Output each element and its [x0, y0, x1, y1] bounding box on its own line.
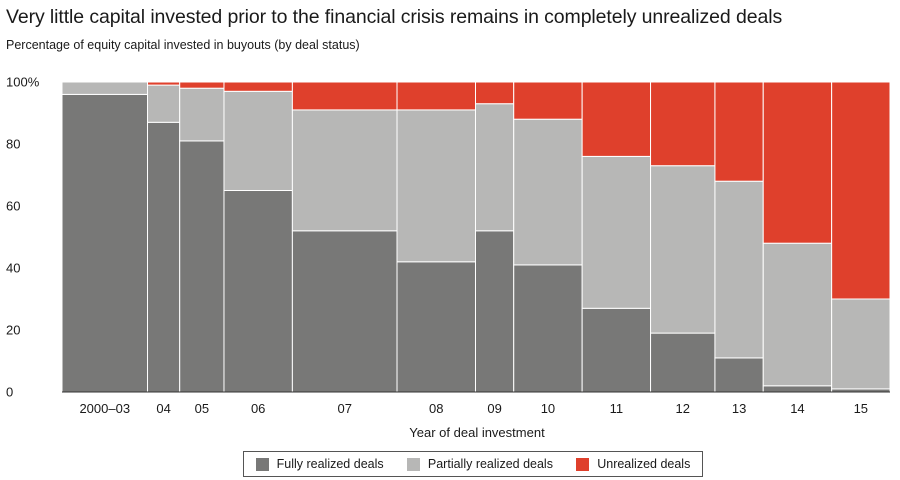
- y-tick-label: 60: [6, 199, 20, 214]
- bar-segments: [61, 81, 891, 393]
- bar-segment-06-partially-realized-deals: [223, 90, 293, 191]
- x-tick-label: 09: [487, 401, 501, 416]
- bar-segment-2000–03-fully-realized-deals: [61, 93, 149, 393]
- chart-subtitle: Percentage of equity capital invested in…: [6, 38, 360, 52]
- y-tick-label: 100%: [6, 75, 40, 90]
- bar-segment-11-unrealized-deals: [581, 81, 652, 157]
- x-tick-label: 13: [732, 401, 746, 416]
- legend-item-unrealized: Unrealized deals: [576, 457, 690, 471]
- marimekko-chart: 0 20 40 60 80 100% 2000–03 04 05 06 07 08 09 10 11 12 1…: [6, 75, 891, 440]
- x-tick-label: 05: [195, 401, 209, 416]
- bar-segment-12-partially-realized-deals: [650, 165, 716, 334]
- bar-segment-10-fully-realized-deals: [513, 264, 583, 393]
- x-tick-label: 04: [156, 401, 170, 416]
- bar-segment-05-unrealized-deals: [179, 81, 225, 89]
- legend-label-fully-realized: Fully realized deals: [276, 457, 384, 471]
- bar-segment-06-unrealized-deals: [223, 81, 293, 92]
- legend-label-partially-realized: Partially realized deals: [427, 457, 553, 471]
- bar-segment-13-unrealized-deals: [714, 81, 764, 182]
- bar-segment-13-partially-realized-deals: [714, 180, 764, 359]
- bar-segment-14-fully-realized-deals: [762, 385, 833, 393]
- x-axis-ticks: 2000–03 04 05 06 07 08 09 10 11 12 13 14 15: [79, 401, 868, 416]
- y-tick-label: 40: [6, 261, 20, 276]
- x-tick-label: 06: [251, 401, 265, 416]
- x-tick-label: 14: [790, 401, 804, 416]
- legend-item-partially-realized: Partially realized deals: [406, 457, 553, 471]
- legend-swatch-fully-realized: [255, 457, 269, 471]
- bar-segment-15-partially-realized-deals: [831, 298, 891, 390]
- legend-label-unrealized: Unrealized deals: [597, 457, 691, 471]
- legend-item-fully-realized: Fully realized deals: [255, 457, 384, 471]
- chart-title: Very little capital invested prior to th…: [6, 6, 783, 28]
- bar-segment-08-unrealized-deals: [396, 81, 476, 111]
- x-tick-label: 07: [337, 401, 351, 416]
- x-tick-label: 08: [429, 401, 443, 416]
- legend: Fully realized deals Partially realized …: [243, 451, 703, 477]
- x-tick-label: 15: [854, 401, 868, 416]
- x-axis-label: Year of deal investment: [409, 425, 545, 440]
- bar-segment-10-partially-realized-deals: [513, 118, 583, 266]
- bar-segment-05-fully-realized-deals: [179, 140, 225, 393]
- bar-segment-09-unrealized-deals: [475, 81, 515, 105]
- y-tick-label: 0: [6, 385, 13, 400]
- bar-segment-10-unrealized-deals: [513, 81, 583, 120]
- bar-segment-08-fully-realized-deals: [396, 261, 476, 393]
- x-tick-label: 11: [610, 401, 624, 416]
- bar-segment-11-fully-realized-deals: [581, 307, 652, 393]
- bar-segment-11-partially-realized-deals: [581, 155, 652, 309]
- bar-segment-07-unrealized-deals: [291, 81, 398, 111]
- bar-segment-14-partially-realized-deals: [762, 242, 833, 387]
- bar-segment-12-unrealized-deals: [650, 81, 716, 167]
- legend-swatch-partially-realized: [406, 457, 420, 471]
- bar-segment-14-unrealized-deals: [762, 81, 833, 244]
- legend-swatch-unrealized: [576, 457, 590, 471]
- bar-segment-04-partially-realized-deals: [147, 84, 181, 123]
- bar-segment-09-partially-realized-deals: [475, 103, 515, 232]
- bar-segment-08-partially-realized-deals: [396, 109, 476, 263]
- bar-segment-07-partially-realized-deals: [291, 109, 398, 232]
- bar-segment-05-partially-realized-deals: [179, 87, 225, 142]
- bar-segment-09-fully-realized-deals: [475, 230, 515, 393]
- y-tick-label: 20: [6, 323, 20, 338]
- bar-segment-2000–03-partially-realized-deals: [61, 81, 149, 95]
- bar-segment-04-fully-realized-deals: [147, 121, 181, 393]
- y-axis-ticks: 0 20 40 60 80 100%: [6, 75, 40, 400]
- bar-segment-12-fully-realized-deals: [650, 332, 716, 393]
- y-tick-label: 80: [6, 137, 20, 152]
- bar-segment-06-fully-realized-deals: [223, 190, 293, 393]
- x-tick-label: 2000–03: [79, 401, 130, 416]
- x-tick-label: 12: [676, 401, 690, 416]
- x-tick-label: 10: [541, 401, 555, 416]
- bar-segment-07-fully-realized-deals: [291, 230, 398, 393]
- bar-segment-13-fully-realized-deals: [714, 357, 764, 393]
- bar-segment-04-unrealized-deals: [147, 81, 181, 86]
- bar-segment-15-unrealized-deals: [831, 81, 891, 300]
